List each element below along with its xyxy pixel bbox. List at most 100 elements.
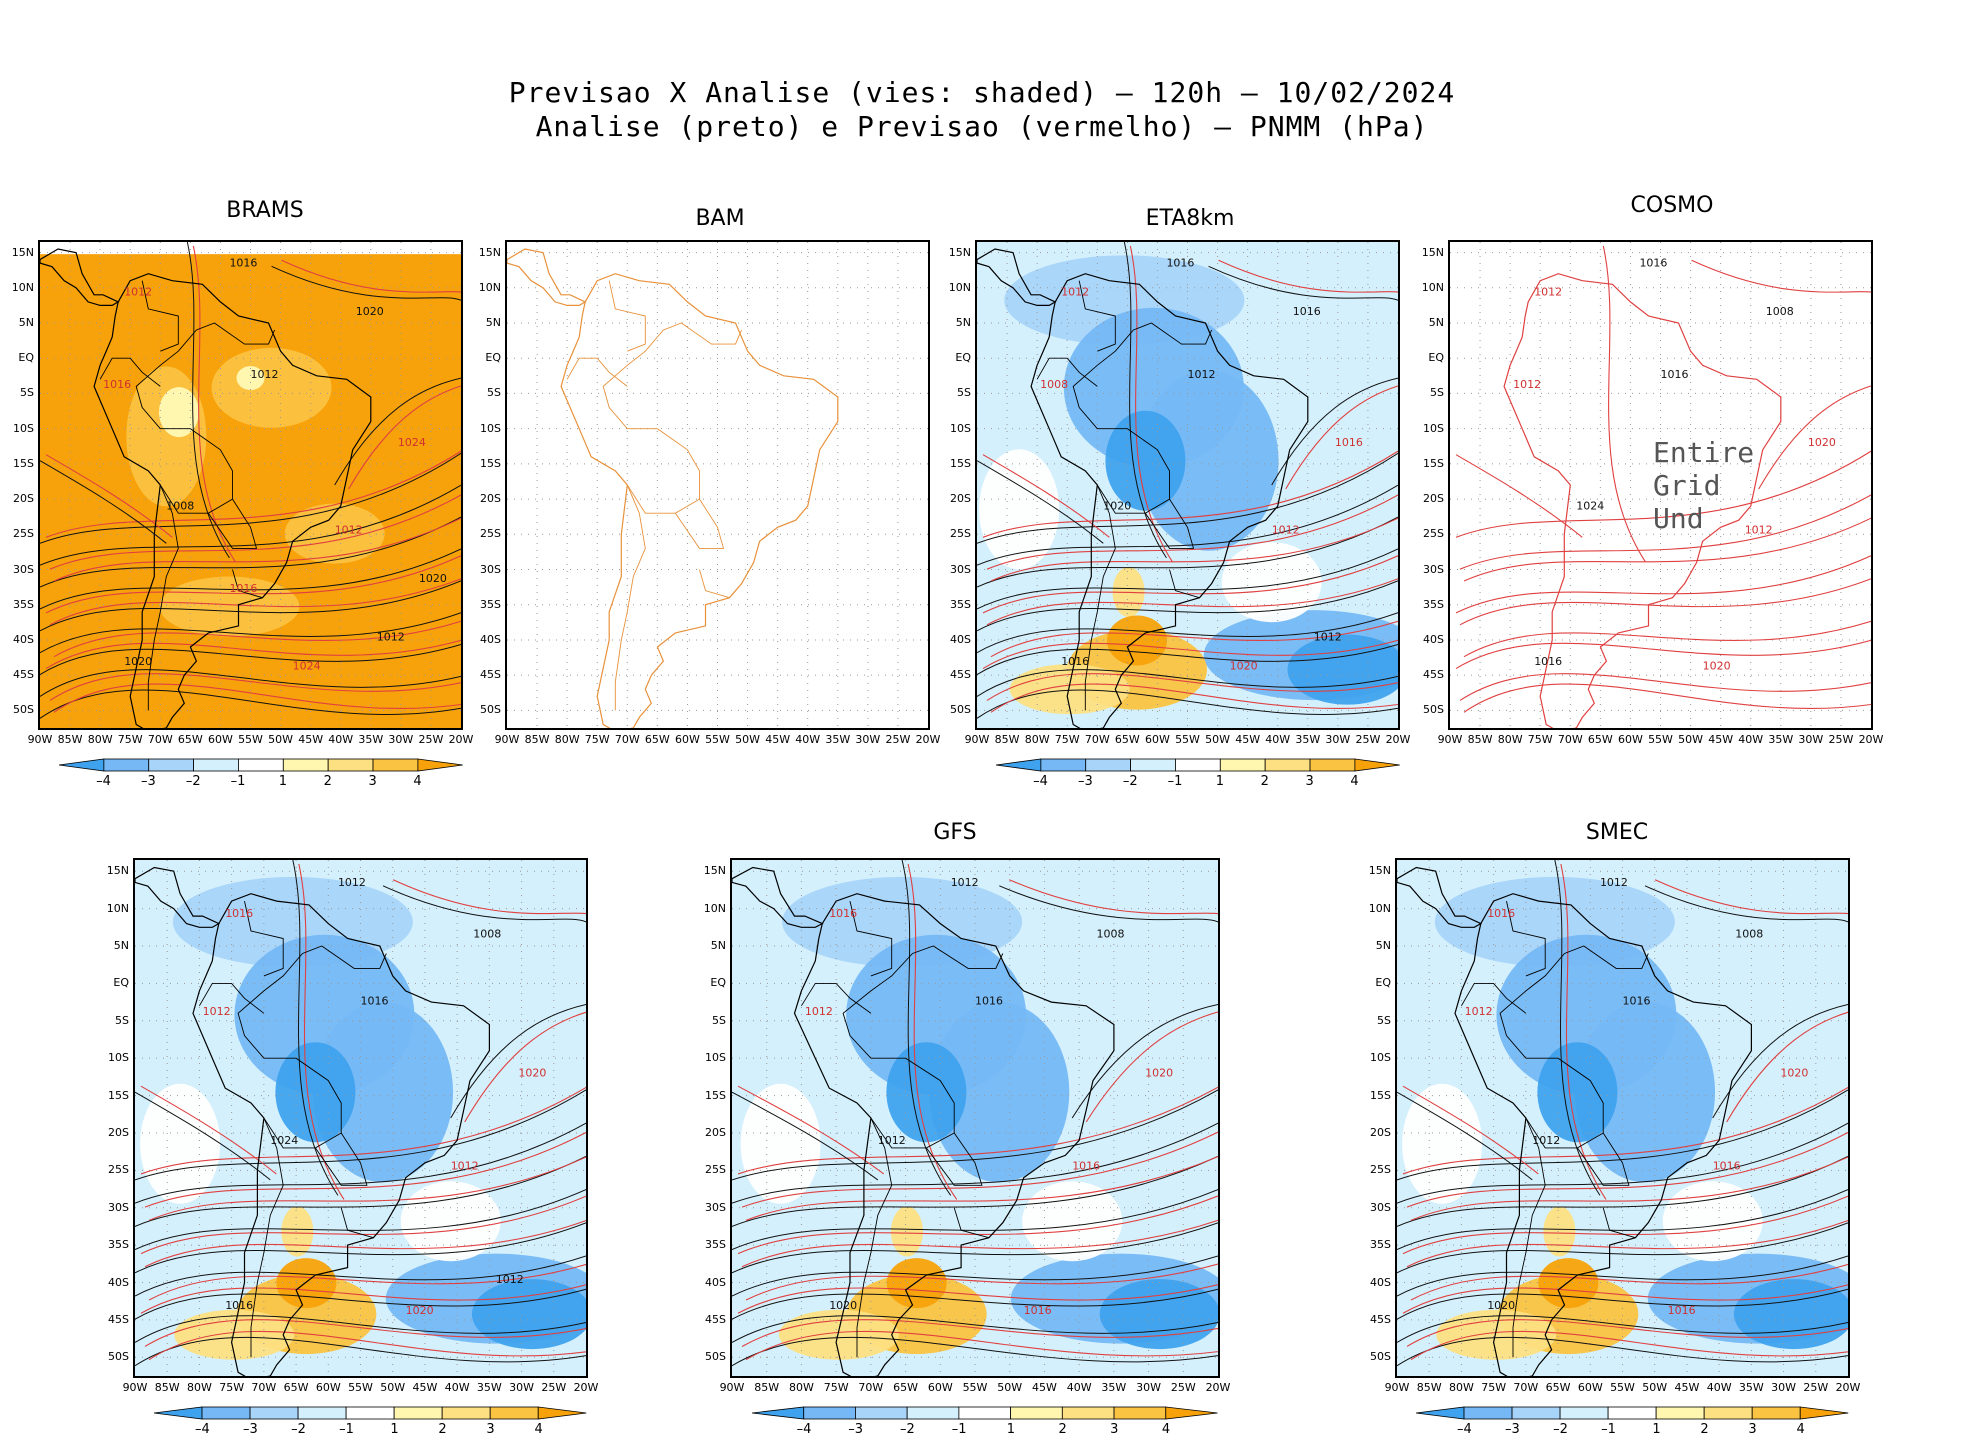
forecast-isobar xyxy=(741,1319,1218,1347)
forecast-isobar xyxy=(745,1330,1218,1361)
contour-label: 1016 xyxy=(1166,256,1194,269)
colorbar-swatch xyxy=(1010,1406,1063,1420)
colorbar-swatch xyxy=(1062,1406,1115,1420)
contour-label: 1016 xyxy=(361,994,389,1007)
lat-tick-label: 10S xyxy=(1423,421,1444,435)
country-border xyxy=(232,569,263,599)
forecast-isobar xyxy=(45,454,173,538)
forecast-isobar xyxy=(1406,1131,1848,1208)
colorbar-label: 3 xyxy=(1305,774,1314,789)
contour-label: 1016 xyxy=(1072,1160,1100,1173)
forecast-isobar xyxy=(1455,454,1583,538)
lon-tick-label: 65W xyxy=(644,733,670,746)
lat-tick-label: 50S xyxy=(1423,703,1444,717)
forecast-isobar xyxy=(1410,1156,1848,1221)
bias-blob xyxy=(979,449,1060,570)
lon-tick-label: 30W xyxy=(1325,733,1351,746)
contour-label: 1016 xyxy=(1487,907,1515,920)
country-border xyxy=(849,900,893,977)
lat-tick-label: 20S xyxy=(1370,1125,1391,1139)
contour-label: 1012 xyxy=(203,1005,231,1018)
colorbar-label: –4 xyxy=(96,774,111,789)
bias-blob xyxy=(1575,1002,1716,1183)
forecast-isobar xyxy=(464,1011,586,1123)
analysis-isobar xyxy=(186,242,230,559)
analysis-isobar xyxy=(40,669,461,697)
colorbar-swatch xyxy=(538,1406,587,1420)
lon-tick-label: 75W xyxy=(1054,733,1080,746)
analysis-isobar xyxy=(732,1091,879,1181)
colorbar-label: –2 xyxy=(900,1422,915,1437)
lat-tick-label: 45S xyxy=(1370,1312,1391,1326)
analysis-isobar xyxy=(1397,1315,1848,1343)
contour-label: 1020 xyxy=(406,1304,434,1317)
contour-label: 1016 xyxy=(1623,994,1651,1007)
analysis-isobar xyxy=(1397,1089,1848,1181)
colorbar-swatch xyxy=(1174,758,1221,772)
bias-blob xyxy=(236,366,265,391)
contour-label: 1012 xyxy=(1188,368,1216,381)
lat-tick-label: 5N xyxy=(1428,316,1444,329)
lon-tick-label: 65W xyxy=(893,1381,918,1394)
forecast-isobar xyxy=(1459,578,1871,626)
contour-label: 1012 xyxy=(1314,631,1342,644)
lat-tick-label: EQ xyxy=(1428,351,1444,365)
colorbar-label: –3 xyxy=(1077,774,1093,789)
colorbar-swatch xyxy=(202,1406,251,1420)
contour-label: 1016 xyxy=(1335,436,1363,449)
analysis-isobar xyxy=(135,1255,586,1297)
colorbar-swatch xyxy=(803,1406,857,1420)
forecast-isobar xyxy=(144,1131,586,1208)
colorbar-label: –2 xyxy=(1553,1422,1568,1437)
colorbar xyxy=(995,758,1400,772)
panel-title: GFS xyxy=(933,820,977,845)
forecast-isobar xyxy=(140,1086,586,1175)
lat-tick-label: 10N xyxy=(1368,901,1391,915)
analysis-isobar xyxy=(1397,1091,1533,1181)
lat-tick-label: 15S xyxy=(950,456,971,470)
lon-tick-label: 75W xyxy=(1527,733,1553,746)
lon-tick-label: 85W xyxy=(754,1381,780,1394)
lon-tick-label: 70W xyxy=(1084,733,1110,746)
forecast-isobar xyxy=(281,259,461,293)
colorbar-swatch xyxy=(250,1406,299,1420)
forecast-isobar xyxy=(45,639,461,670)
country-border xyxy=(340,1207,374,1239)
lon-tick-label: 20W xyxy=(1858,733,1884,746)
lat-tick-label: 30S xyxy=(13,562,34,576)
contour-label: 1012 xyxy=(451,1160,479,1173)
country-border xyxy=(1169,569,1200,599)
contour-label: 1020 xyxy=(1780,1067,1808,1080)
forecast-isobar xyxy=(986,494,1398,570)
analysis-isobar xyxy=(40,644,461,675)
lat-tick-label: 10N xyxy=(703,901,726,915)
lat-tick-label: 40S xyxy=(1423,632,1444,646)
lat-tick-label: 5S xyxy=(1377,1013,1391,1027)
lat-tick-label: 35S xyxy=(950,597,971,611)
country-border xyxy=(244,901,284,977)
country-border xyxy=(1145,498,1195,549)
contour-label: 1020 xyxy=(356,305,384,318)
colorbar-swatch xyxy=(1512,1406,1561,1420)
forecast-isobar xyxy=(45,450,461,538)
panel-title: BRAMS xyxy=(226,198,304,223)
country-border xyxy=(675,498,725,549)
contour-label: 1012 xyxy=(878,1134,906,1147)
lat-tick-label: 10N xyxy=(478,280,501,294)
forecast-isobar xyxy=(986,673,1398,701)
lon-tick-label: 20W xyxy=(1385,733,1411,746)
forecast-isobar xyxy=(1285,385,1398,490)
lon-tick-label: 80W xyxy=(1497,733,1523,746)
lon-tick-label: 20W xyxy=(1205,1381,1231,1394)
bias-blob xyxy=(886,1042,967,1143)
map-canvas: 1012 1016 1008 1012 1016 1020 1024 1012 1016 1020… xyxy=(135,860,586,1376)
country-border xyxy=(237,945,387,1149)
lon-tick-label: 90W xyxy=(494,733,520,746)
lon-tick-label: 45W xyxy=(765,733,791,746)
lat-tick-label: 10S xyxy=(13,421,34,435)
forecast-isobar xyxy=(348,385,461,490)
coastline xyxy=(93,273,372,728)
contour-label: 1012 xyxy=(338,876,366,889)
colorbar-swatch xyxy=(1084,758,1131,772)
analysis-isobar xyxy=(901,860,952,1196)
